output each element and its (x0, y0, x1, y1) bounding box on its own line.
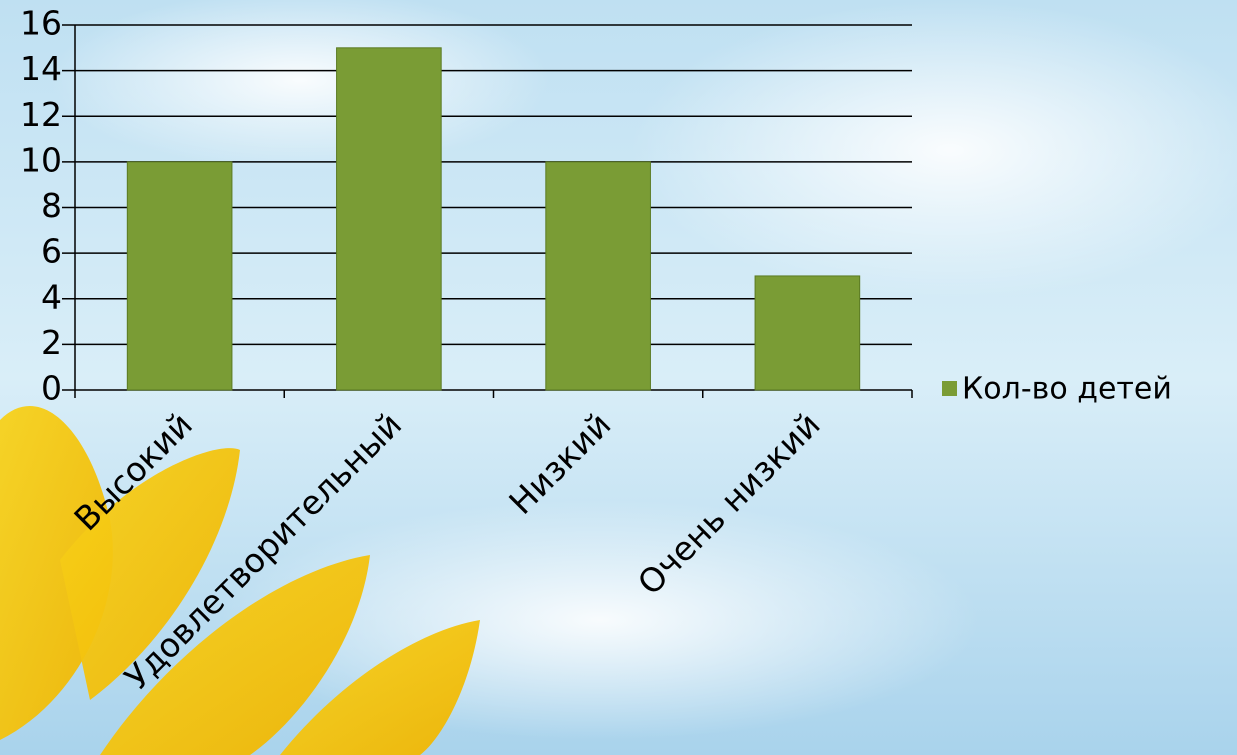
y-tick-label: 16 (20, 4, 62, 43)
bar (127, 162, 232, 390)
y-tick-label: 8 (41, 186, 62, 225)
legend-label: Кол-во детей (962, 372, 1172, 407)
y-tick-label: 6 (41, 232, 62, 271)
bar (337, 48, 442, 390)
y-tick-label: 4 (41, 277, 62, 316)
y-tick-label: 10 (20, 140, 62, 179)
legend-swatch (942, 381, 957, 396)
y-tick-label: 2 (41, 323, 62, 362)
y-tick-label: 0 (41, 369, 62, 408)
bar (755, 276, 860, 390)
bar (546, 162, 651, 390)
chart: 0246810121416ВысокийУдовлетворительныйНи… (0, 0, 1237, 755)
y-tick-label: 14 (20, 49, 62, 88)
y-tick-label: 12 (20, 95, 62, 134)
